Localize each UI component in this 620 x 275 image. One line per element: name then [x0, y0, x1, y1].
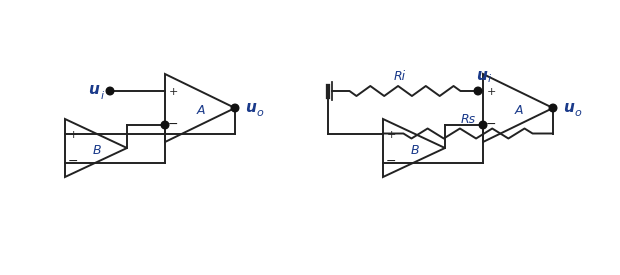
Text: u: u: [476, 67, 487, 82]
Text: −: −: [168, 117, 179, 131]
Text: u: u: [88, 82, 99, 98]
Text: u: u: [563, 100, 574, 114]
Circle shape: [474, 87, 482, 95]
Text: +: +: [386, 130, 396, 139]
Text: A: A: [197, 104, 206, 117]
Text: A: A: [515, 104, 524, 117]
Text: −: −: [386, 155, 396, 168]
Text: Rs: Rs: [461, 113, 476, 126]
Circle shape: [106, 87, 114, 95]
Text: B: B: [93, 144, 102, 158]
Text: −: −: [68, 155, 78, 168]
Text: u: u: [245, 100, 256, 114]
Text: i: i: [101, 91, 104, 101]
Circle shape: [161, 121, 169, 129]
Text: o: o: [574, 108, 581, 118]
Text: B: B: [411, 144, 420, 158]
Text: o: o: [256, 108, 263, 118]
Circle shape: [549, 104, 557, 112]
Circle shape: [479, 121, 487, 129]
Text: Ri: Ri: [394, 70, 406, 84]
Text: −: −: [485, 117, 496, 131]
Text: +: +: [486, 87, 495, 97]
Circle shape: [231, 104, 239, 112]
Text: +: +: [68, 130, 78, 139]
Text: +: +: [168, 87, 178, 97]
Text: i: i: [488, 74, 491, 84]
